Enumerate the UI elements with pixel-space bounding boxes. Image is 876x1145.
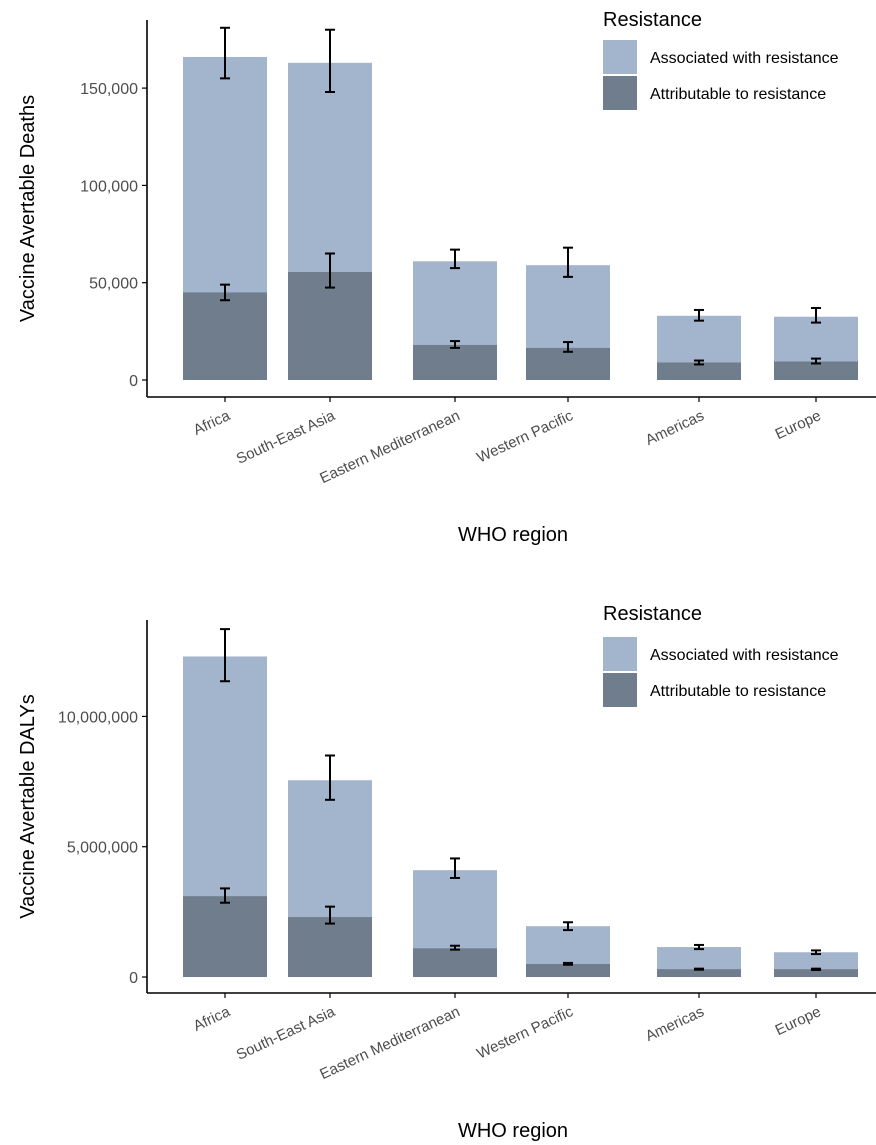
- legend-swatch-1: [603, 76, 637, 110]
- x-tick-label-3: Western Pacific: [474, 1003, 576, 1063]
- x-tick-label-0: Africa: [191, 1003, 234, 1035]
- bar-attributable-0: [183, 896, 267, 977]
- legend-label-1: Attributable to resistance: [650, 86, 826, 103]
- legend-swatch-0: [603, 637, 637, 671]
- y-tick-label-0: 0: [129, 970, 138, 987]
- legend-swatch-0: [603, 40, 637, 74]
- legend-label-0: Associated with resistance: [650, 647, 839, 664]
- y-tick-label-2: 10,000,000: [58, 709, 138, 726]
- x-tick-label-0: Africa: [191, 407, 234, 439]
- dalys-chart-panel: 0 5,000,000 10,000,000 Africa South-East Asi…: [17, 603, 876, 1142]
- x-tick-label-5: Europe: [773, 1003, 824, 1039]
- y-axis-title: Vaccine Avertable Deaths: [17, 95, 39, 322]
- legend-swatch-1: [603, 673, 637, 707]
- bar-attributable-2: [413, 344, 497, 380]
- y-tick-label-2: 100,000: [80, 178, 138, 195]
- y-axis-title: Vaccine Avertable DALYs: [17, 694, 39, 919]
- y-tick-label-0: 0: [129, 373, 138, 390]
- bar-attributable-3: [526, 347, 610, 380]
- x-tick-label-4: Americas: [643, 407, 707, 449]
- bar-attributable-3: [526, 963, 610, 977]
- x-tick-label-4: Americas: [643, 1003, 707, 1045]
- y-tick-label-3: 150,000: [80, 81, 138, 98]
- x-tick-label-2: Eastern Mediterranean: [317, 1003, 462, 1083]
- bar-attributable-0: [183, 292, 267, 380]
- bar-attributable-5: [774, 969, 858, 977]
- bar-attributable-4: [657, 362, 741, 380]
- y-tick-label-1: 5,000,000: [67, 840, 138, 857]
- deaths-chart-panel: 0 50,000 100,000 150,000 Africa South-East As…: [17, 9, 876, 546]
- y-tick-label-1: 50,000: [89, 276, 138, 293]
- x-tick-label-1: South-East Asia: [234, 407, 339, 468]
- legend-label-0: Associated with resistance: [650, 50, 839, 67]
- x-tick-label-2: Eastern Mediterranean: [317, 407, 462, 487]
- x-tick-label-3: Western Pacific: [474, 407, 576, 467]
- legend-title: Resistance: [603, 603, 702, 625]
- x-axis-title: WHO region: [458, 524, 568, 546]
- legend-title: Resistance: [603, 9, 702, 31]
- x-tick-label-1: South-East Asia: [234, 1003, 339, 1064]
- bar-attributable-1: [288, 272, 372, 380]
- bar-attributable-1: [288, 917, 372, 977]
- bar-attributable-5: [774, 361, 858, 380]
- legend-label-1: Attributable to resistance: [650, 683, 826, 700]
- bar-attributable-2: [413, 948, 497, 977]
- bar-attributable-4: [657, 969, 741, 977]
- x-axis-title: WHO region: [458, 1120, 568, 1142]
- x-tick-label-5: Europe: [773, 407, 824, 443]
